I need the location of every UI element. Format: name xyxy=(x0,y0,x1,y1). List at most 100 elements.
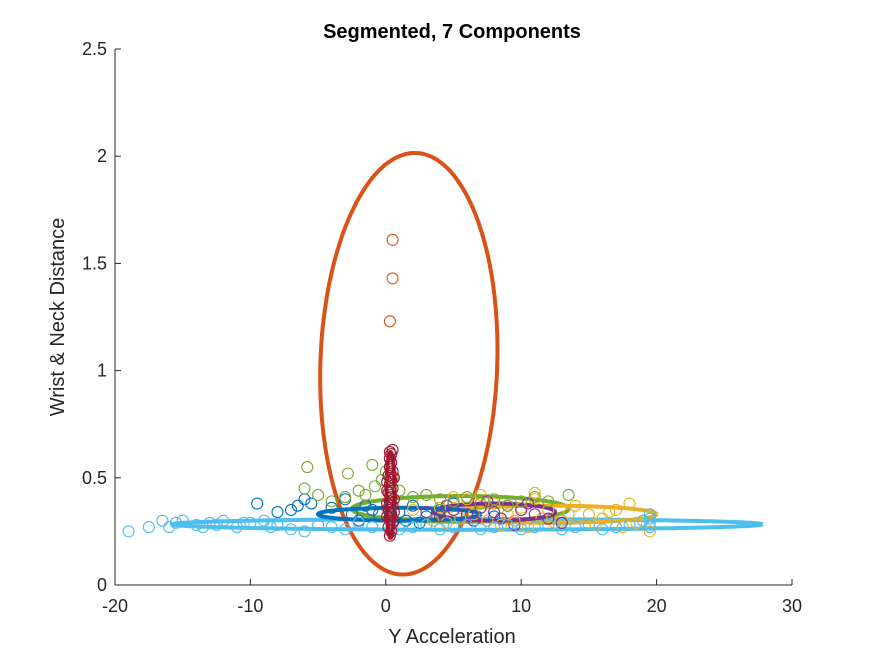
data-point xyxy=(244,516,257,529)
data-point xyxy=(420,518,433,532)
data-point xyxy=(440,516,453,529)
axes: -20 -10 0 10 20 30 0 0.5 1 1.5 2 2.5 xyxy=(82,39,802,616)
data-point xyxy=(643,508,656,521)
data-point xyxy=(569,499,582,512)
data-point xyxy=(488,521,501,534)
data-point xyxy=(562,508,575,521)
data-point xyxy=(387,514,400,527)
data-point xyxy=(447,521,460,534)
data-point xyxy=(515,523,528,536)
data-point xyxy=(387,471,400,484)
data-point xyxy=(528,508,541,521)
data-point xyxy=(383,446,396,459)
data-point xyxy=(284,523,298,536)
data-point xyxy=(230,521,243,534)
data-point xyxy=(616,521,629,534)
data-point xyxy=(542,518,555,532)
data-point xyxy=(420,506,433,519)
data-point xyxy=(508,514,521,527)
data-point xyxy=(406,503,419,517)
x-axis-title: Y Acceleration xyxy=(388,626,516,648)
data-point xyxy=(237,516,250,529)
data-point xyxy=(542,495,555,508)
y-axis-title: Wrist & Neck Distance xyxy=(47,218,69,417)
data-point xyxy=(447,491,460,504)
component-ellipse xyxy=(431,501,557,523)
data-point xyxy=(381,510,394,523)
data-point xyxy=(548,516,562,529)
data-point xyxy=(501,499,514,512)
y-tick-label: 0 xyxy=(97,575,107,595)
x-tick-label: 30 xyxy=(782,596,802,616)
data-point xyxy=(488,497,501,510)
data-point xyxy=(325,521,338,534)
data-point xyxy=(190,518,203,532)
data-point xyxy=(339,523,352,536)
x-tick-label: 0 xyxy=(381,596,391,616)
data-point xyxy=(481,495,494,508)
data-point xyxy=(488,506,501,519)
x-tick-label: 10 xyxy=(511,596,531,616)
data-point xyxy=(352,484,365,497)
data-point xyxy=(569,521,582,534)
data-point xyxy=(382,469,395,482)
data-point xyxy=(345,508,359,521)
data-point xyxy=(210,518,223,532)
data-point xyxy=(474,497,487,510)
data-point xyxy=(387,506,400,519)
data-point xyxy=(381,476,394,489)
data-point xyxy=(383,315,396,328)
data-point xyxy=(163,521,176,534)
data-point xyxy=(494,512,507,525)
data-point xyxy=(413,516,426,529)
data-point xyxy=(460,491,474,504)
data-point xyxy=(142,521,155,534)
data-point xyxy=(420,488,433,502)
data-point xyxy=(474,501,487,514)
data-point xyxy=(515,503,528,517)
data-point xyxy=(122,525,135,538)
data-point xyxy=(312,518,325,532)
data-point xyxy=(596,523,609,536)
data-point xyxy=(542,503,555,517)
data-point xyxy=(366,503,379,517)
y-tick-label: 1.5 xyxy=(82,253,107,273)
data-point xyxy=(609,503,623,517)
data-point xyxy=(217,514,230,527)
data-point xyxy=(339,491,352,504)
data-point xyxy=(284,503,298,517)
data-point xyxy=(447,495,460,508)
data-point xyxy=(488,493,501,506)
data-point xyxy=(420,510,433,523)
data-point xyxy=(521,521,535,534)
data-point xyxy=(474,523,487,536)
data-point xyxy=(481,514,494,527)
component-ellipse xyxy=(316,505,483,523)
data-point xyxy=(312,488,325,502)
points-layer xyxy=(122,233,656,542)
data-point xyxy=(589,518,602,532)
data-point xyxy=(643,516,656,529)
data-point xyxy=(169,516,182,529)
data-point xyxy=(382,503,395,517)
data-point xyxy=(433,501,447,514)
data-point xyxy=(406,521,419,534)
data-point xyxy=(637,514,650,527)
data-point xyxy=(582,518,595,532)
data-point xyxy=(528,486,541,499)
data-point xyxy=(387,493,400,506)
data-point xyxy=(447,503,460,517)
chart-title: Segmented, 7 Components xyxy=(323,21,581,43)
data-point xyxy=(501,518,514,532)
y-tick-label: 0.5 xyxy=(82,468,107,488)
data-point xyxy=(494,518,507,532)
data-point xyxy=(386,443,399,456)
data-point xyxy=(368,480,382,493)
data-point xyxy=(515,495,528,508)
data-point xyxy=(467,508,480,521)
data-point xyxy=(474,488,487,502)
data-point xyxy=(521,497,535,510)
data-point xyxy=(156,514,169,527)
data-point xyxy=(301,461,314,474)
